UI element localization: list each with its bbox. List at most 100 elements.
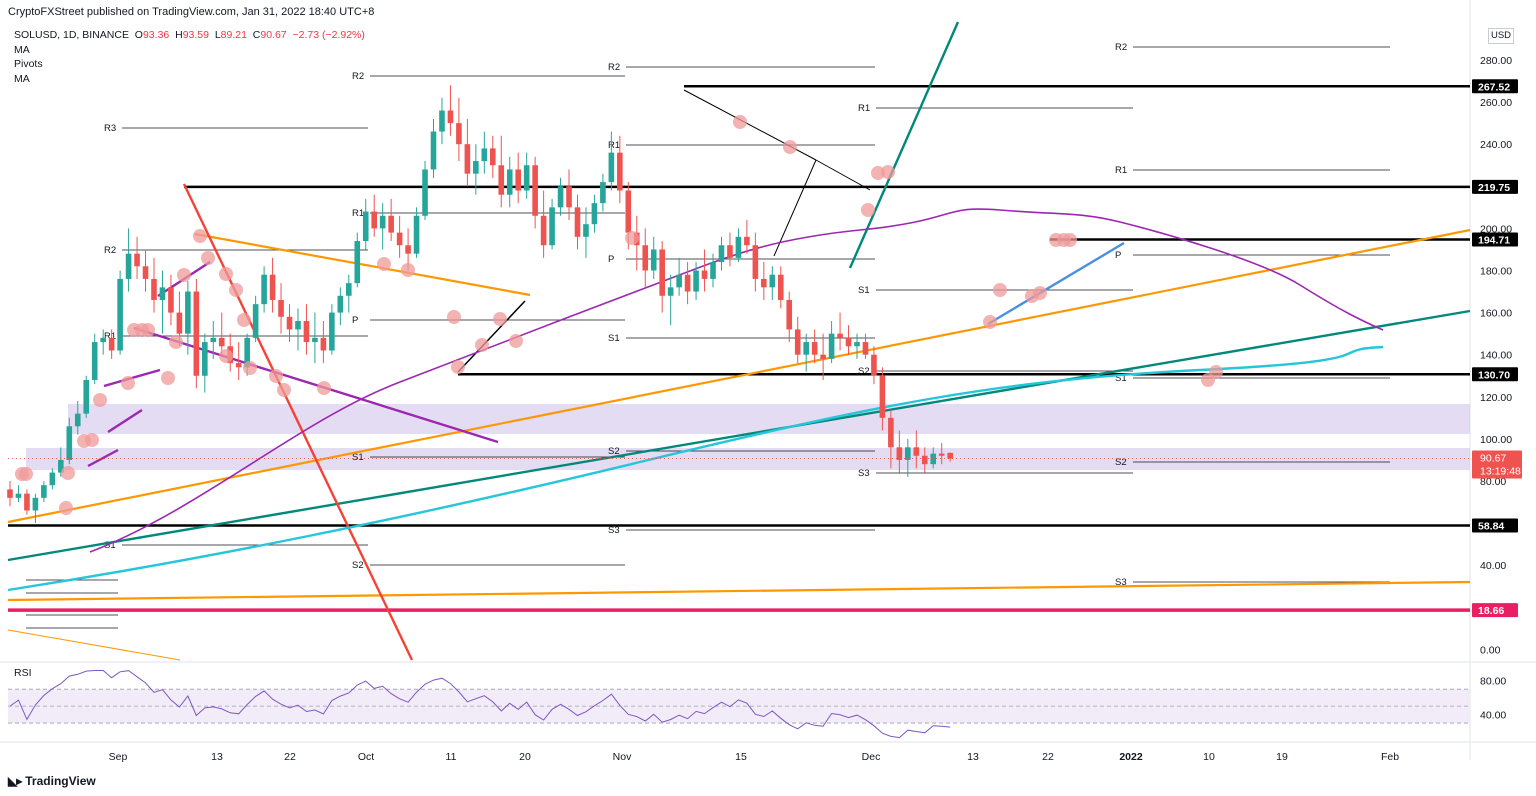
black-trendline <box>457 300 526 373</box>
touch-marker <box>229 283 243 297</box>
candle-body <box>329 312 335 351</box>
candle-body <box>761 278 767 288</box>
candle-body <box>574 207 581 237</box>
candle-body <box>430 131 437 170</box>
candle-body <box>32 497 39 511</box>
legend-low-label: L <box>214 29 221 41</box>
level-price-badge <box>1472 518 1518 533</box>
ma200-line <box>7 345 1384 592</box>
candle-body <box>193 291 200 376</box>
pivot-label: S1 <box>858 285 870 296</box>
teal-trendline <box>7 309 1471 562</box>
pivot-label: R1 <box>352 208 364 219</box>
level-price-label: 219.75 <box>1478 182 1510 194</box>
touch-marker <box>493 312 507 326</box>
price-tick-label: 240.00 <box>1480 139 1512 151</box>
legend: SOLUSD, 1D, BINANCE O93.36 H93.59 L89.21… <box>14 28 365 86</box>
price-tick-label: 140.00 <box>1480 350 1512 362</box>
candle-body <box>752 245 759 279</box>
candle-body <box>117 278 123 351</box>
candle-body <box>744 236 750 246</box>
pivot-label: S2 <box>1115 457 1127 468</box>
touch-marker <box>219 267 233 281</box>
touch-marker <box>983 315 997 329</box>
candle-body <box>566 186 572 208</box>
candle-body <box>66 426 73 460</box>
level-price-label: 194.71 <box>1478 235 1510 247</box>
time-tick-label: 22 <box>1042 751 1054 763</box>
touch-marker <box>193 229 207 243</box>
candle-body <box>600 182 606 204</box>
ma50-line <box>89 208 1384 553</box>
pivot-label: S1 <box>608 333 620 344</box>
pivot-label: R2 <box>352 71 364 82</box>
candle-body <box>286 316 293 330</box>
tradingview-logo-icon: ◣▸ <box>8 774 22 788</box>
candle-body <box>676 274 682 288</box>
candle-body <box>727 245 733 258</box>
touch-marker <box>625 231 639 245</box>
pivot-label: P <box>352 315 358 326</box>
touch-marker <box>733 115 747 129</box>
level-price-badge <box>1472 179 1518 194</box>
touch-marker <box>59 501 73 515</box>
last-price-label: 90.67 <box>1480 453 1506 465</box>
legend-close-label: C <box>252 29 261 41</box>
pivot-label: S2 <box>608 446 620 457</box>
candle-body <box>837 333 843 338</box>
time-axis: Sep 13 22 Oct 11 20 Nov 15 Dec 13 22 2022 10 19 Feb <box>109 751 1400 763</box>
touch-marker <box>269 369 283 383</box>
candle-body <box>862 342 869 355</box>
pivot-label: P <box>1115 250 1121 261</box>
currency-button[interactable]: USD <box>1488 28 1514 44</box>
candle-body <box>422 169 428 216</box>
candle-body <box>235 363 242 368</box>
touch-marker <box>177 268 191 282</box>
candle-body <box>49 472 56 486</box>
time-tick-label: 19 <box>1276 751 1288 763</box>
time-tick-label: 13 <box>211 751 223 763</box>
candle-body <box>617 152 623 191</box>
candle-body <box>278 299 284 317</box>
candle-body <box>947 452 953 459</box>
black-trendline <box>815 159 871 191</box>
touch-marker <box>201 251 215 265</box>
time-tick-label: Feb <box>1381 751 1399 763</box>
touch-marker <box>61 466 75 480</box>
pivot-label: R1 <box>104 331 116 342</box>
price-tick-label: 100.00 <box>1480 434 1512 446</box>
legend-indicator-ma-2[interactable]: MA <box>14 72 30 85</box>
pivot-label: S3 <box>858 468 870 479</box>
candle-body <box>608 152 615 183</box>
candle-body <box>625 190 632 233</box>
candle-body <box>786 299 793 330</box>
candle-body <box>388 215 394 233</box>
touch-marker <box>993 283 1007 297</box>
touch-marker <box>377 257 391 271</box>
legend-indicator-pivots[interactable]: Pivots <box>14 58 43 70</box>
candle-body <box>820 354 826 359</box>
candle-body <box>320 337 327 351</box>
touch-marker <box>277 383 291 397</box>
price-axis: 280.00260.00240.00220.00200.00180.00160.… <box>1472 55 1522 656</box>
touch-marker <box>93 393 107 407</box>
pivot-label: S1 <box>104 540 116 551</box>
tradingview-logo[interactable]: ◣▸ TradingView <box>8 774 96 788</box>
legend-low: 89.21 <box>220 29 247 41</box>
candle-body <box>439 110 445 132</box>
price-tick-label: 200.00 <box>1480 223 1512 235</box>
touch-marker <box>1033 286 1047 300</box>
candle-body <box>515 169 521 191</box>
purple-trendline-short <box>87 448 119 468</box>
candle-body <box>41 485 47 498</box>
candle-body <box>456 123 462 145</box>
touch-marker <box>161 371 175 385</box>
legend-symbol[interactable]: SOLUSD, 1D, BINANCE <box>14 29 129 41</box>
candle-body <box>337 295 344 313</box>
candle-body <box>896 447 903 460</box>
legend-indicator-ma-1[interactable]: MA <box>14 43 30 56</box>
time-tick-label: 11 <box>446 751 457 763</box>
candle-body <box>312 337 318 343</box>
rsi-line <box>9 670 951 739</box>
